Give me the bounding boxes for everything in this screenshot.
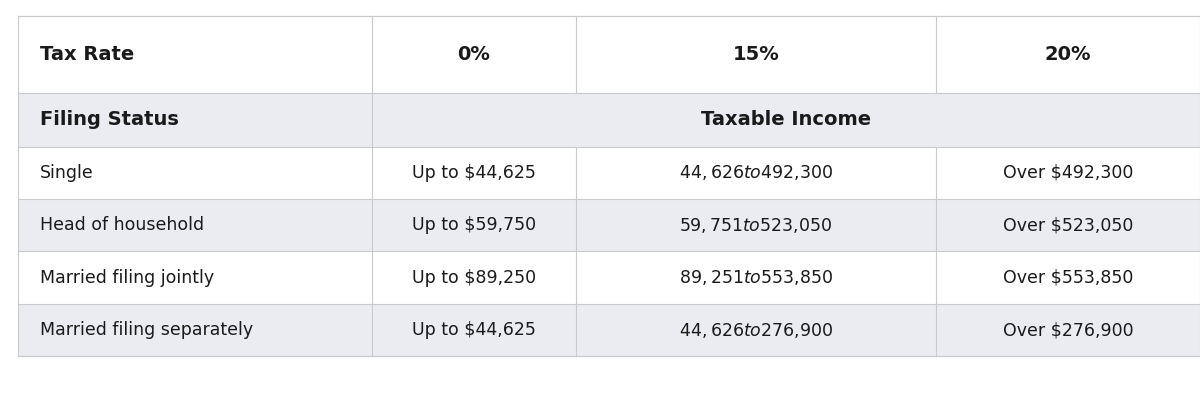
Bar [576,251,936,304]
Bar [936,304,1200,356]
Bar [372,251,576,304]
Text: Up to $59,750: Up to $59,750 [412,216,536,234]
Bar [372,304,576,356]
Text: $44,626 to $492,300: $44,626 to $492,300 [679,163,833,182]
Text: Married filing jointly: Married filing jointly [40,269,214,287]
Bar [576,16,936,93]
Bar [18,251,372,304]
Bar [372,16,576,93]
Text: Over $492,300: Over $492,300 [1003,164,1133,182]
Text: Up to $89,250: Up to $89,250 [412,269,536,287]
Text: Over $276,900: Over $276,900 [1003,321,1133,339]
Bar [18,304,372,356]
Text: Head of household: Head of household [40,216,204,234]
Text: $59,751 to $523,050: $59,751 to $523,050 [679,216,833,235]
Bar [576,304,936,356]
Bar [576,199,936,251]
Bar [372,147,576,199]
Text: Single: Single [40,164,94,182]
Bar [372,199,576,251]
Text: Over $553,850: Over $553,850 [1003,269,1133,287]
Text: Up to $44,625: Up to $44,625 [412,321,536,339]
Text: Taxable Income: Taxable Income [701,110,871,129]
Text: 20%: 20% [1045,45,1091,64]
Bar [576,147,936,199]
Text: Tax Rate: Tax Rate [40,45,134,64]
Bar [936,147,1200,199]
Text: Married filing separately: Married filing separately [40,321,253,339]
Text: $44,626 to $276,900: $44,626 to $276,900 [679,321,833,340]
Text: Up to $44,625: Up to $44,625 [412,164,536,182]
Bar [936,251,1200,304]
Bar [18,93,372,147]
Text: Over $523,050: Over $523,050 [1003,216,1133,234]
Bar [936,16,1200,93]
Bar [18,199,372,251]
Bar [18,16,372,93]
Text: 15%: 15% [733,45,779,64]
Bar [372,93,1200,147]
Text: Filing Status: Filing Status [40,110,179,129]
Bar [936,199,1200,251]
Text: $89,251 to $553,850: $89,251 to $553,850 [679,268,833,287]
Bar [18,147,372,199]
Text: 0%: 0% [457,45,491,64]
